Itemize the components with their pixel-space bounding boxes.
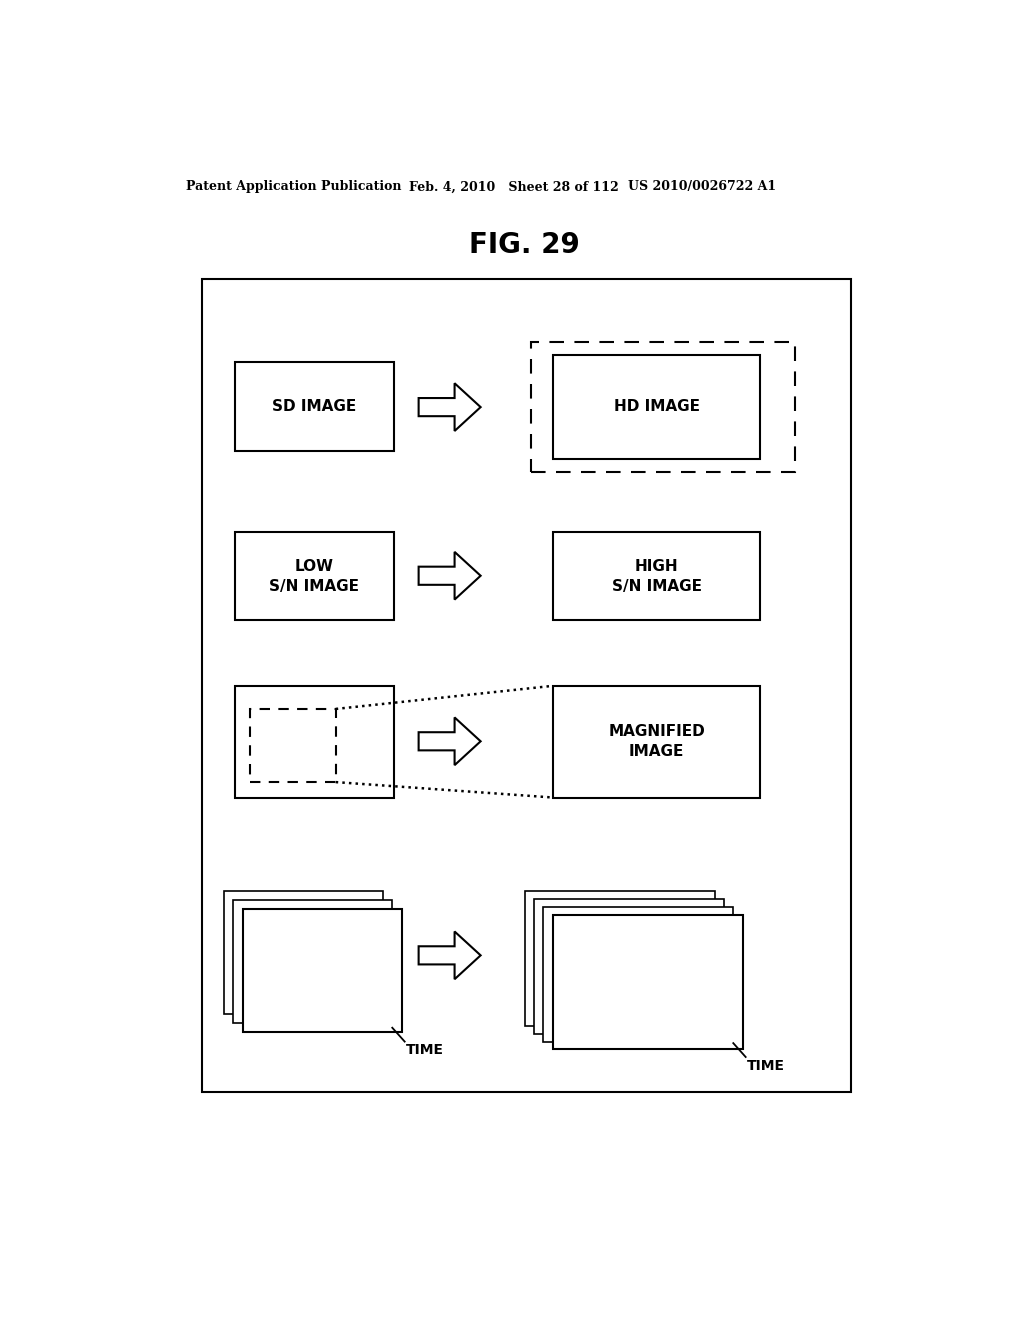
Polygon shape — [419, 383, 480, 430]
Polygon shape — [419, 932, 480, 979]
Text: FIG. 29: FIG. 29 — [469, 231, 581, 260]
Polygon shape — [419, 552, 480, 599]
Polygon shape — [553, 686, 761, 797]
Polygon shape — [544, 907, 733, 1041]
Polygon shape — [553, 532, 761, 620]
Polygon shape — [202, 280, 851, 1092]
Text: Patent Application Publication: Patent Application Publication — [186, 181, 401, 194]
Polygon shape — [224, 891, 383, 1014]
Polygon shape — [553, 915, 742, 1049]
Polygon shape — [524, 891, 715, 1026]
Polygon shape — [233, 900, 392, 1023]
Text: TIME: TIME — [407, 1043, 444, 1057]
Polygon shape — [234, 532, 394, 620]
Text: MAGNIFIED
IMAGE: MAGNIFIED IMAGE — [608, 725, 705, 759]
Polygon shape — [243, 909, 401, 1032]
Text: Feb. 4, 2010   Sheet 28 of 112: Feb. 4, 2010 Sheet 28 of 112 — [410, 181, 620, 194]
Text: HD IMAGE: HD IMAGE — [613, 399, 699, 414]
Text: LOW
S/N IMAGE: LOW S/N IMAGE — [269, 558, 359, 594]
Text: US 2010/0026722 A1: US 2010/0026722 A1 — [628, 181, 776, 194]
Polygon shape — [553, 355, 761, 459]
Polygon shape — [535, 899, 724, 1034]
Polygon shape — [419, 718, 480, 766]
Polygon shape — [234, 686, 394, 797]
Text: HIGH
S/N IMAGE: HIGH S/N IMAGE — [611, 558, 701, 594]
Text: SD IMAGE: SD IMAGE — [272, 399, 356, 414]
Text: TIME: TIME — [748, 1059, 785, 1073]
Polygon shape — [234, 363, 394, 451]
Polygon shape — [251, 709, 336, 781]
